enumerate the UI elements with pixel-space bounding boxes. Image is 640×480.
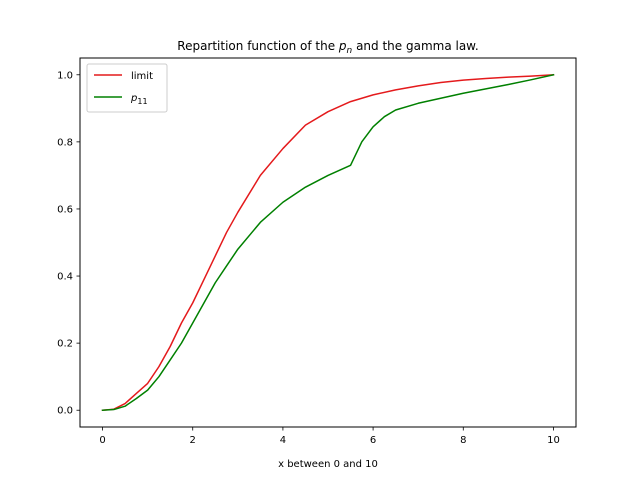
- series-line-limit: [101, 73, 555, 412]
- y-tick-label: 0.6: [57, 204, 73, 215]
- chart-title: Repartition function of the pn and the g…: [177, 39, 478, 56]
- plot-frame: [79, 57, 577, 428]
- y-tick-label: 0.4: [57, 272, 73, 283]
- chart-title-prefix: Repartition function of the: [177, 39, 339, 53]
- x-tick-label: 0: [99, 435, 105, 446]
- series-layer: [101, 73, 555, 412]
- y-tick-label: 0.8: [57, 137, 73, 148]
- chart-title-var-subscript: n: [347, 46, 353, 56]
- x-tick-label: 4: [280, 435, 286, 446]
- x-tick-label: 8: [460, 435, 466, 446]
- y-tick-label: 0.0: [57, 406, 73, 417]
- y-axis: 0.0 0.2 0.4 0.6 0.8 1.0: [57, 70, 80, 417]
- legend-label-p11-subscript: 11: [137, 97, 147, 106]
- legend-label-p11: p11: [130, 93, 148, 106]
- x-tick-label: 6: [370, 435, 376, 446]
- x-axis-label: x between 0 and 10: [278, 459, 378, 470]
- legend-label-p11-var: p: [130, 93, 137, 104]
- legend: limit p11: [86, 63, 168, 113]
- x-axis: 0 2 4 6 8 10: [99, 427, 560, 446]
- chart-title-var: p: [338, 39, 347, 53]
- x-tick-label: 2: [190, 435, 196, 446]
- chart-title-suffix: and the gamma law.: [352, 39, 478, 53]
- y-tick-label: 0.2: [57, 339, 73, 350]
- y-tick-label: 1.0: [57, 70, 73, 81]
- legend-box: [86, 63, 168, 113]
- x-tick-label: 10: [547, 435, 560, 446]
- legend-label-limit: limit: [131, 71, 153, 82]
- series-line-p11: [101, 73, 555, 412]
